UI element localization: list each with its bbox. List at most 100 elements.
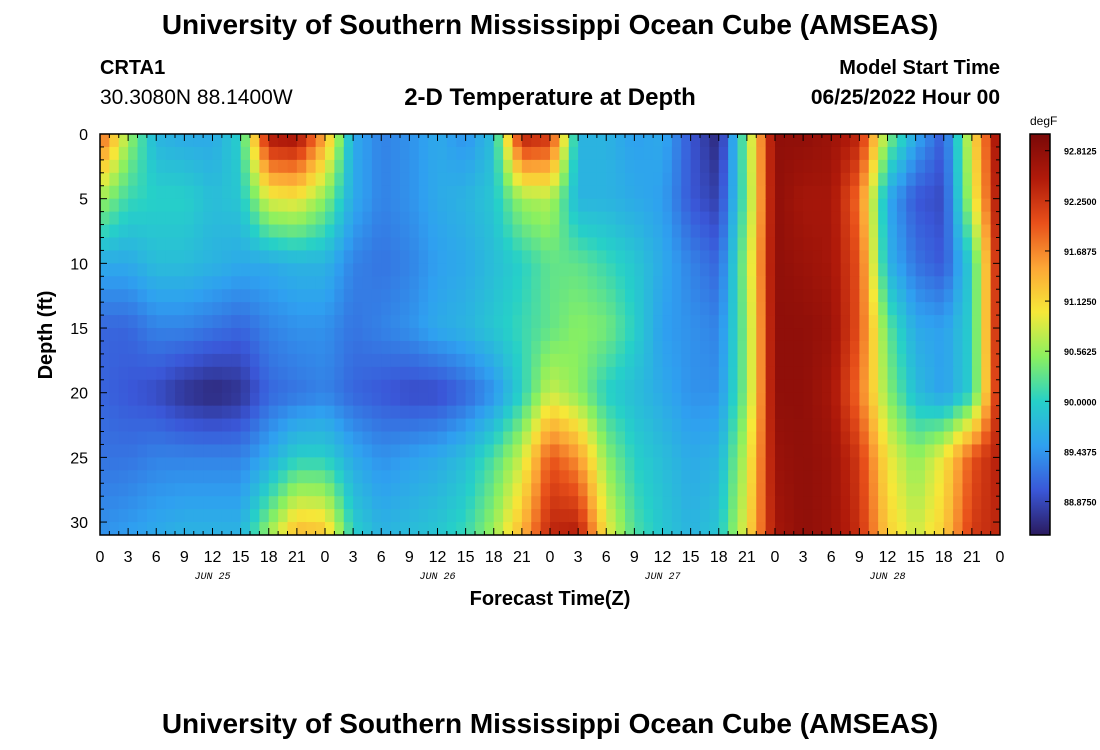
heatmap-cell [681, 340, 692, 355]
heatmap-cell [953, 457, 964, 471]
heatmap-cell [409, 146, 420, 161]
heatmap-cell [118, 444, 129, 458]
heatmap-cell [662, 250, 673, 264]
heatmap-cell [653, 185, 664, 200]
heatmap-cell [756, 470, 767, 484]
heatmap-cell [381, 470, 392, 484]
heatmap-cell [240, 444, 251, 458]
heatmap-cell [990, 250, 1000, 264]
heatmap-cell [821, 211, 832, 226]
heatmap-cell [128, 405, 139, 420]
heatmap-cell [381, 146, 392, 161]
heatmap-cell [250, 198, 260, 213]
heatmap-cell [915, 496, 926, 510]
heatmap-cell [484, 353, 495, 368]
heatmap-cell [625, 237, 635, 252]
heatmap-cell [531, 315, 542, 329]
heatmap-cell [690, 237, 701, 252]
heatmap-cell [746, 224, 757, 239]
heatmap-cell [990, 431, 1000, 446]
heatmap-cell [578, 289, 589, 303]
heatmap-cell [531, 211, 542, 226]
heatmap-cell [203, 315, 214, 329]
heatmap-cell [334, 276, 345, 290]
heatmap-cell [896, 315, 907, 329]
heatmap-cell [287, 159, 298, 174]
heatmap-cell [212, 159, 223, 174]
heatmap-cell [793, 172, 804, 187]
heatmap-cell [409, 237, 420, 252]
heatmap-cell [803, 263, 814, 277]
heatmap-cell [615, 340, 626, 355]
heatmap-cell [409, 302, 420, 316]
heatmap-cell [878, 146, 889, 161]
heatmap-cell [259, 522, 270, 535]
heatmap-cell [690, 224, 701, 239]
heatmap-cell [943, 444, 954, 458]
heatmap-cell [278, 276, 289, 290]
heatmap-cell [531, 496, 542, 510]
heatmap-cell [325, 366, 335, 381]
heatmap-cell [456, 211, 467, 226]
heatmap-cell [690, 444, 701, 458]
heatmap-cell [137, 392, 148, 407]
heatmap-cell [325, 470, 335, 484]
heatmap-cell [737, 185, 748, 200]
heatmap-cell [896, 172, 907, 187]
heatmap-cell [803, 276, 814, 290]
heatmap-cell [850, 509, 860, 523]
heatmap-cell [109, 366, 120, 381]
heatmap-cell [550, 211, 560, 226]
heatmap-cell [943, 418, 954, 433]
heatmap-cell [962, 146, 973, 161]
heatmap-cell [775, 289, 785, 303]
heatmap-cell [493, 444, 504, 458]
heatmap-cell [334, 159, 345, 174]
heatmap-cell [437, 509, 448, 523]
colorbar-bar [1029, 133, 1051, 536]
heatmap-cell [709, 483, 720, 497]
heatmap-cell [803, 159, 814, 174]
heatmap-cell [709, 289, 720, 303]
heatmap-cell [971, 289, 982, 303]
heatmap-cell [840, 211, 851, 226]
x-tick-label: 15 [907, 549, 925, 566]
heatmap-cell [287, 289, 298, 303]
heatmap-cell [428, 276, 439, 290]
heatmap-cell [446, 379, 457, 394]
heatmap-cell [765, 405, 776, 420]
heatmap-cell [493, 496, 504, 510]
heatmap-cell [212, 405, 223, 420]
heatmap-cell [784, 185, 795, 200]
heatmap-cell [456, 146, 467, 161]
heatmap-cell [653, 172, 664, 187]
heatmap-cell [990, 237, 1000, 252]
heatmap-cell [250, 392, 260, 407]
heatmap-cell [175, 496, 185, 510]
heatmap-cell [465, 302, 476, 316]
heatmap-cell [390, 379, 401, 394]
heatmap-cell [371, 172, 382, 187]
heatmap-cell [831, 496, 842, 510]
heatmap-cell [146, 509, 157, 523]
heatmap-cell [793, 302, 804, 316]
heatmap-cell [325, 172, 335, 187]
heatmap-cell [400, 315, 410, 329]
heatmap-cell [606, 198, 617, 213]
heatmap-cell [296, 276, 307, 290]
heatmap-cell [793, 134, 804, 148]
heatmap-cell [662, 379, 673, 394]
heatmap-cell [709, 224, 720, 239]
heatmap-cell [146, 276, 157, 290]
colorbar-tick-label: 89.4375 [1064, 447, 1097, 457]
heatmap-cell [278, 237, 289, 252]
heatmap-cell [737, 302, 748, 316]
heatmap-cell [737, 250, 748, 264]
heatmap-cell [625, 444, 635, 458]
heatmap-cell [484, 418, 495, 433]
heatmap-cell [718, 237, 729, 252]
heatmap-cell [409, 289, 420, 303]
heatmap-cell [146, 198, 157, 213]
heatmap-cell [437, 457, 448, 471]
heatmap-cell [896, 522, 907, 535]
